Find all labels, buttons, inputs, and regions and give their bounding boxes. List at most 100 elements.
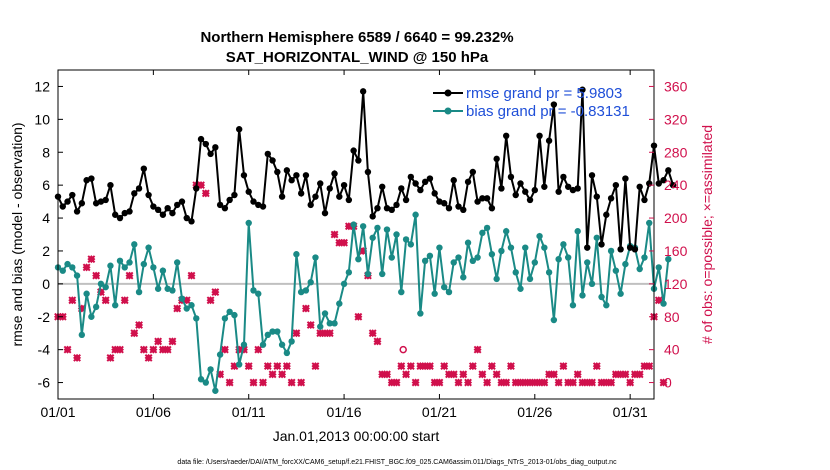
bias-point [364,270,372,278]
obs-assimilated-cross [502,378,511,387]
bias-point [407,241,415,248]
obs-assimilated-cross [454,378,463,387]
rmse-point [369,213,376,220]
bias-point [612,267,620,274]
rmse-point [159,211,167,218]
rmse-point [655,180,662,187]
rmse-point [202,140,210,148]
rmse-point [145,191,152,199]
bias-point [88,313,95,320]
rmse-point [274,168,281,176]
bias-point [522,244,529,251]
rmse-point [164,204,171,212]
legend-rmse: rmse grand pr = 5.9803 [466,85,622,102]
bias-point [355,255,362,263]
obs-assimilated-cross [425,362,434,371]
obs-assimilated-cross [464,378,472,387]
bias-point [202,379,210,386]
rmse-point [479,195,486,202]
rmse-point [441,200,448,207]
y-tick-label: 6 [42,177,50,193]
bias-point [579,292,586,299]
rmse-point [183,214,190,222]
obs-assimilated-cross [635,370,644,379]
obs-assimilated-cross [130,329,139,338]
y-axis-label: rmse and bias (model - observation) [9,122,25,346]
bias-point [121,264,128,271]
y2-tick-label: 240 [664,177,688,193]
obs-assimilated-cross [573,370,582,379]
bias-point [135,288,143,296]
bias-point [426,252,434,260]
bias-point [545,269,553,276]
rmse-point [622,175,629,182]
obs-assimilated-cross [588,378,596,387]
y-tick-label: 4 [42,210,50,226]
obs-assimilated-cross [187,271,196,280]
y-tick-label: -2 [38,309,51,325]
bias-point [336,300,343,307]
rmse-point [379,183,386,190]
bias-point [359,223,367,230]
rmse-point [579,86,586,93]
bias-point [154,285,162,292]
rmse-point [598,241,605,248]
rmse-point [69,191,76,199]
bias-line [57,214,670,392]
rmse-point [340,181,348,189]
obs-assimilated-cross [449,370,458,379]
rmse-point [469,168,477,176]
obs-possible-point [399,345,407,354]
y-tick-label: 2 [42,243,50,259]
y2-axis-label: # of obs: o=possible; ×=assimilated [699,125,715,344]
obs-assimilated-cross [287,378,296,387]
rmse-point [502,132,510,139]
bias-point [498,247,505,255]
rmse-point [269,157,276,164]
bias-point [464,239,472,246]
bias-point [293,251,300,258]
rmse-point [555,188,562,195]
bias-point [145,244,152,251]
bias-point [340,280,348,288]
obs-assimilated-cross [63,345,72,354]
rmse-point [140,165,148,172]
rmse-point [407,173,415,181]
bias-point [450,259,457,266]
rmse-point [541,183,548,190]
rmse-point [464,178,472,186]
rmse-point [240,172,248,179]
y2-tick-label: 320 [664,111,688,127]
obs-assimilated-cross [340,238,348,247]
obs-assimilated-cross [268,370,277,379]
bias-point [460,274,467,281]
obs-assimilated-cross [297,378,306,387]
rmse-point [221,204,229,212]
y-tick-label: -6 [38,375,51,391]
obs-assimilated-cross [101,296,110,305]
bias-point [374,224,381,232]
rmse-point [669,181,677,189]
bias-point [531,259,538,266]
obs-assimilated-cross [278,370,287,379]
rmse-point [374,204,381,212]
bias-point [517,285,524,292]
obs-assimilated-cross [302,304,310,313]
bias-point [221,315,229,322]
bias-point [345,269,353,276]
obs-assimilated-cross [135,321,143,329]
rmse-point [326,185,333,192]
x-tick-label: 01/31 [613,404,648,420]
bias-point [665,255,672,263]
rmse-point [550,101,558,108]
bias-point [507,244,515,251]
bias-point [479,229,486,237]
rmse-point [331,170,338,177]
rmse-point [536,132,543,139]
bias-point [131,241,138,248]
obs-assimilated-cross [259,378,267,387]
rmse-point [522,188,529,195]
bias-point [226,308,233,316]
x-tick-label: 01/06 [136,404,171,420]
bias-point [369,234,376,241]
